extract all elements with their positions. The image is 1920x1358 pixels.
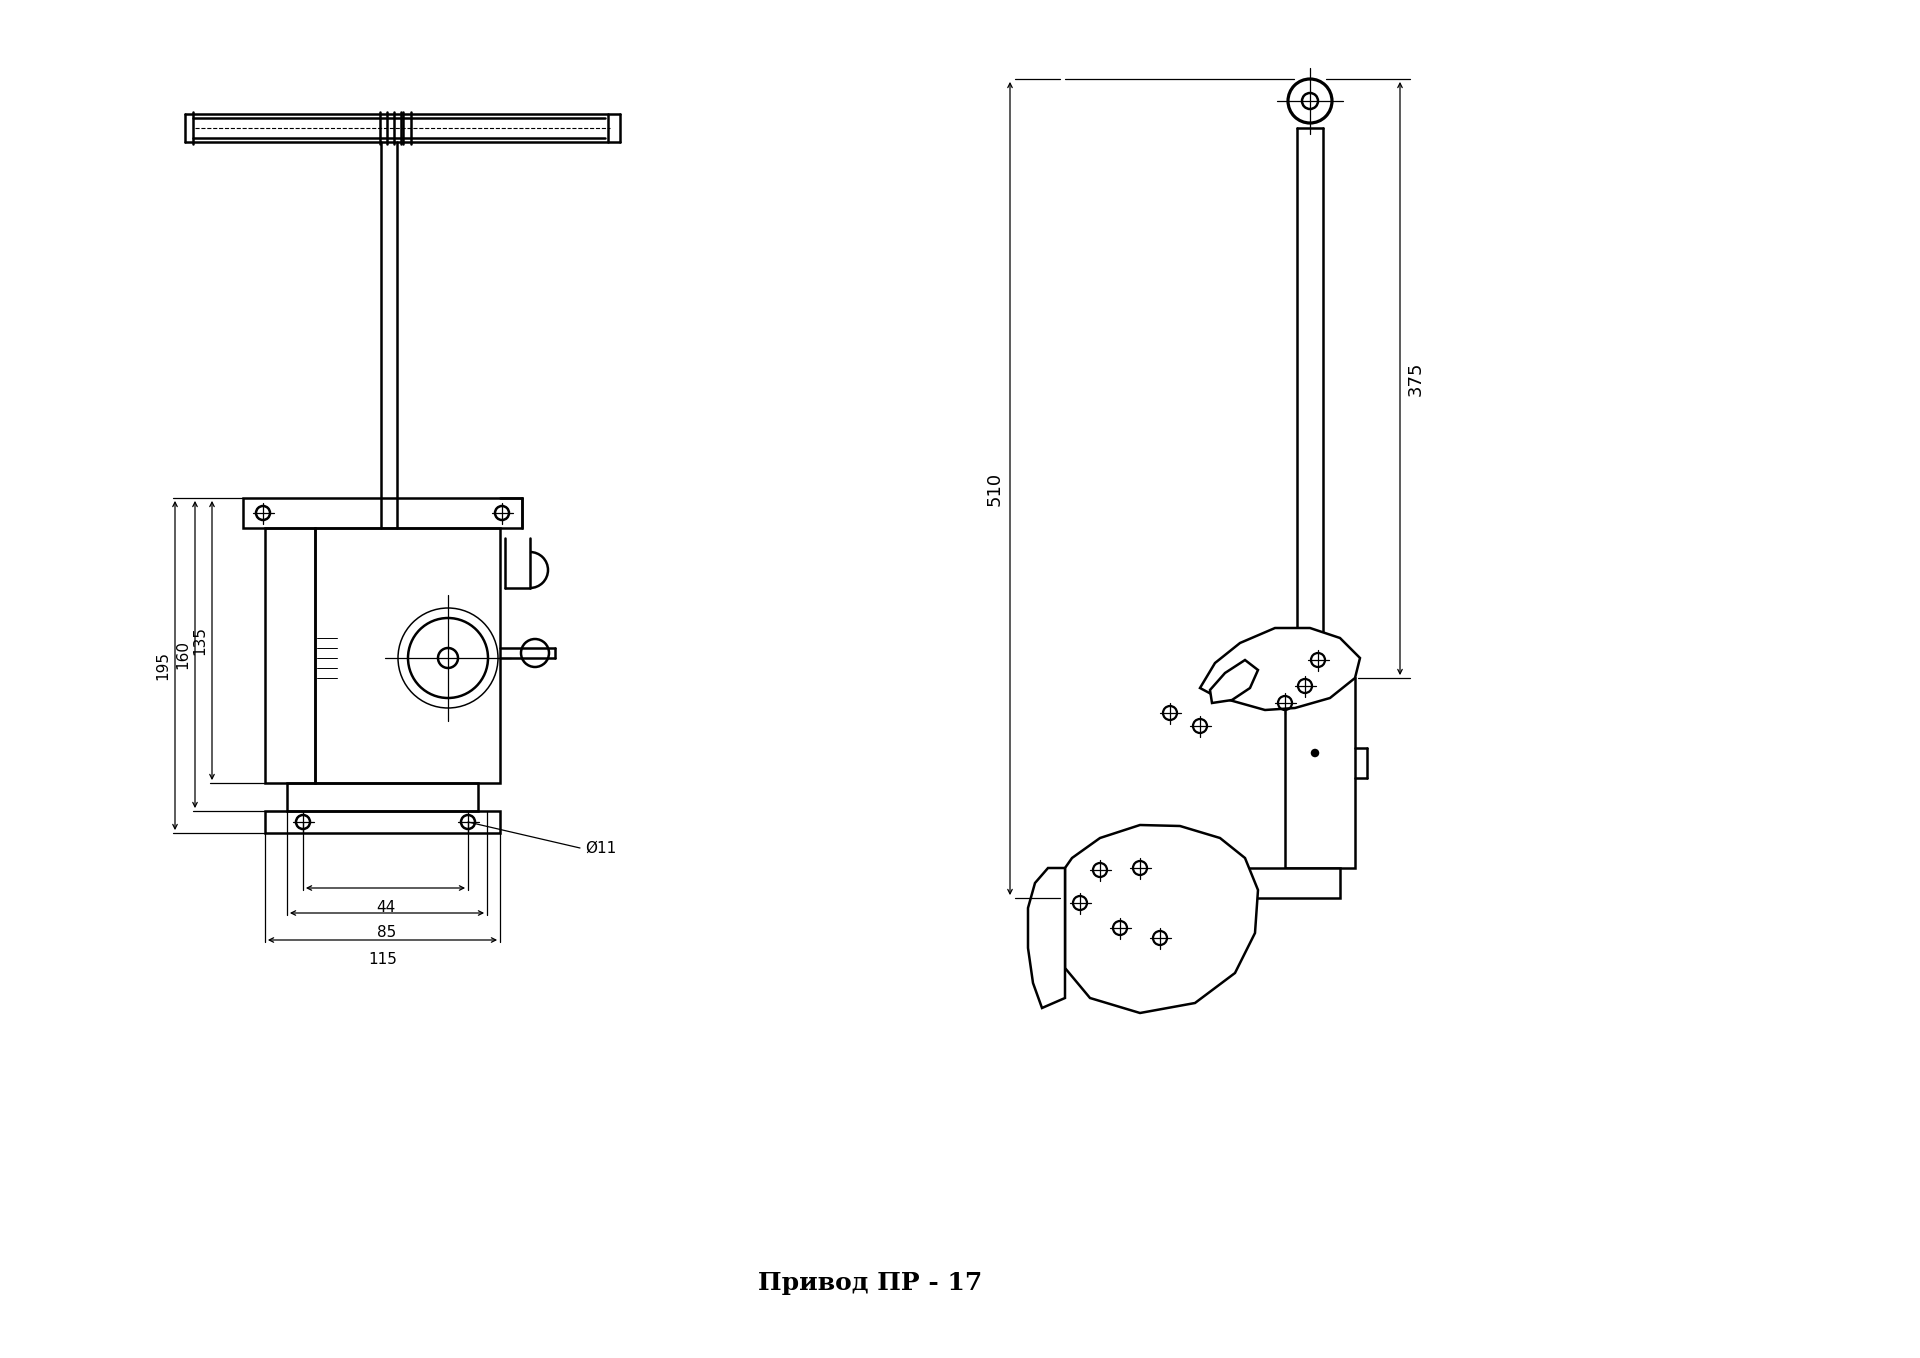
Polygon shape <box>1210 660 1258 703</box>
Text: 510: 510 <box>987 471 1004 505</box>
Bar <box>315 528 499 784</box>
Polygon shape <box>1066 868 1340 898</box>
Text: Ø11: Ø11 <box>586 841 616 856</box>
Text: 115: 115 <box>369 952 397 967</box>
Bar <box>1284 678 1356 868</box>
Circle shape <box>1311 750 1317 756</box>
Bar <box>286 784 478 811</box>
Bar <box>265 811 499 832</box>
Text: 160: 160 <box>175 640 190 669</box>
Polygon shape <box>1027 868 1066 1008</box>
Polygon shape <box>1200 627 1359 710</box>
Bar <box>265 528 315 784</box>
Bar <box>244 498 522 528</box>
Text: Привод ПР - 17: Привод ПР - 17 <box>758 1271 983 1296</box>
Text: 195: 195 <box>156 650 171 680</box>
Text: 44: 44 <box>376 900 396 915</box>
Text: 375: 375 <box>1407 361 1425 395</box>
Polygon shape <box>1066 826 1258 1013</box>
Text: 85: 85 <box>378 925 397 940</box>
Text: 135: 135 <box>192 626 207 655</box>
